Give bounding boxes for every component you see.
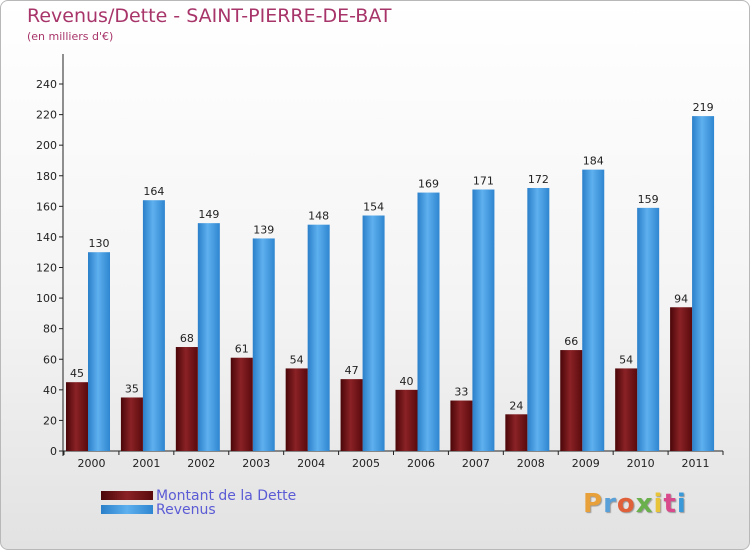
y-tick-label: 160 xyxy=(36,200,57,213)
bar-revenus xyxy=(527,187,550,451)
bar-revenus xyxy=(582,169,605,451)
bar-dette xyxy=(670,307,693,451)
data-label-dette: 40 xyxy=(400,375,414,388)
bar-dette xyxy=(120,397,143,451)
chart-subtitle: (en milliers d'€) xyxy=(27,30,114,43)
logo-letter: i xyxy=(653,489,664,519)
logo-letter: t xyxy=(663,489,677,519)
data-label-revenus: 171 xyxy=(473,175,494,188)
bar-dette xyxy=(395,389,418,451)
data-label-revenus: 169 xyxy=(418,178,439,191)
y-tick-label: 80 xyxy=(43,323,57,336)
x-tick-label: 2004 xyxy=(297,457,325,470)
bar-revenus xyxy=(252,238,275,451)
y-tick-label: 40 xyxy=(43,384,57,397)
data-label-dette: 33 xyxy=(454,386,468,399)
data-label-revenus: 219 xyxy=(693,101,714,114)
bar-revenus xyxy=(307,224,330,451)
x-tick-label: 2008 xyxy=(517,457,545,470)
x-tick-label: 2001 xyxy=(132,457,160,470)
logo-letter: x xyxy=(635,489,654,519)
x-tick-label: 2002 xyxy=(187,457,215,470)
bars xyxy=(66,116,715,452)
data-label-revenus: 149 xyxy=(198,208,219,221)
legend-item-dette: Montant de la Dette xyxy=(101,487,297,504)
x-tick-label: 2011 xyxy=(682,457,710,470)
x-tick-label: 2010 xyxy=(627,457,655,470)
data-label-revenus: 164 xyxy=(143,185,164,198)
data-label-dette: 94 xyxy=(674,292,688,305)
data-label-revenus: 184 xyxy=(583,155,604,168)
data-label-revenus: 154 xyxy=(363,201,384,214)
y-tick-label: 220 xyxy=(36,109,57,122)
data-label-dette: 66 xyxy=(564,335,578,348)
data-label-dette: 68 xyxy=(180,332,194,345)
logo-letter: o xyxy=(616,489,636,519)
logo-letter: i xyxy=(676,489,687,519)
data-label-revenus: 139 xyxy=(253,223,274,236)
bar-dette xyxy=(450,400,473,451)
data-label-dette: 54 xyxy=(290,353,304,366)
x-tick-label: 2000 xyxy=(77,457,105,470)
bar-dette xyxy=(285,368,308,451)
bar-revenus xyxy=(142,200,165,451)
bar-dette xyxy=(560,350,583,451)
logo-letter: P xyxy=(583,489,604,519)
bar-revenus xyxy=(197,223,220,451)
legend-label-revenus: Revenus xyxy=(156,501,216,518)
legend-swatch-revenus xyxy=(101,505,153,514)
data-label-dette: 45 xyxy=(70,367,84,380)
data-label-revenus: 172 xyxy=(528,173,549,186)
y-tick-label: 120 xyxy=(36,262,57,275)
data-label-dette: 35 xyxy=(125,382,139,395)
y-tick-label: 240 xyxy=(36,78,57,91)
x-tick-label: 2007 xyxy=(462,457,490,470)
bar-dette xyxy=(615,368,638,451)
y-tick-label: 0 xyxy=(50,445,57,458)
chart-title: Revenus/Dette - SAINT-PIERRE-DE-BAT xyxy=(27,5,392,27)
x-tick-label: 2009 xyxy=(572,457,600,470)
x-tick-label: 2003 xyxy=(242,457,270,470)
y-tick-label: 200 xyxy=(36,139,57,152)
proxiti-logo: Proxiti xyxy=(583,489,687,519)
legend-item-revenus: Revenus xyxy=(101,501,216,518)
bar-dette xyxy=(175,347,198,451)
legend-swatch-dette xyxy=(101,491,153,500)
bar-dette xyxy=(505,414,528,451)
bar-revenus xyxy=(362,215,385,451)
bar-dette xyxy=(340,379,363,451)
bar-dette xyxy=(66,382,88,451)
data-label-dette: 47 xyxy=(345,364,359,377)
x-tick-label: 2005 xyxy=(352,457,380,470)
y-tick-label: 60 xyxy=(43,353,57,366)
y-tick-label: 180 xyxy=(36,170,57,183)
data-label-dette: 61 xyxy=(235,343,249,356)
data-label-revenus: 148 xyxy=(308,210,329,223)
x-tick-label: 2006 xyxy=(407,457,435,470)
y-tick-label: 20 xyxy=(43,414,57,427)
y-tick-label: 140 xyxy=(36,231,57,244)
legend-label-dette: Montant de la Dette xyxy=(156,487,297,504)
bar-revenus xyxy=(692,116,715,452)
y-tick-label: 100 xyxy=(36,292,57,305)
bar-revenus xyxy=(88,252,110,451)
bar-revenus xyxy=(637,207,660,451)
bar-dette xyxy=(230,357,253,451)
data-labels: 45 130 35 164 68 149 61 139 54 148 47 154 40 169 33 171… xyxy=(70,101,714,412)
data-label-dette: 54 xyxy=(619,353,633,366)
data-label-revenus: 130 xyxy=(89,237,110,250)
data-label-dette: 24 xyxy=(509,399,523,412)
data-label-revenus: 159 xyxy=(638,193,659,206)
bar-revenus xyxy=(472,189,495,451)
logo-letter: r xyxy=(603,489,617,519)
bar-revenus xyxy=(417,192,440,451)
axes: 0 20 40 60 80 100 120 140 160 180 200 220 240 2000 200… xyxy=(36,54,724,470)
